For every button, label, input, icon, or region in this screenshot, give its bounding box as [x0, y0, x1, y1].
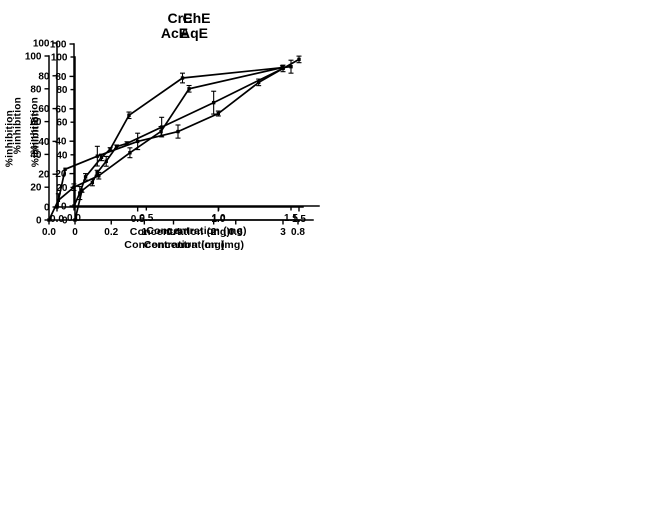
- data-point-markers: [73, 66, 285, 222]
- x-axis-label: Concentration (mg): [143, 239, 245, 251]
- svg-text:40: 40: [30, 150, 42, 161]
- chart-title: ChE: [182, 10, 211, 26]
- svg-text:0: 0: [44, 203, 50, 214]
- svg-text:1.0: 1.0: [212, 213, 226, 224]
- svg-text:0.2: 0.2: [104, 227, 118, 238]
- svg-text:60: 60: [55, 104, 67, 115]
- svg-text:60: 60: [56, 118, 68, 129]
- svg-text:20: 20: [38, 170, 50, 181]
- svg-text:60: 60: [38, 104, 50, 115]
- data-point-markers: [72, 64, 293, 208]
- data-series-line: [56, 58, 300, 208]
- tick-marks: [70, 56, 284, 225]
- svg-text:1.5: 1.5: [284, 213, 298, 224]
- plot-area: 0 20 40 60 80 100 0 1 2 3: [51, 53, 314, 239]
- svg-text:0: 0: [36, 216, 42, 227]
- svg-text:3: 3: [280, 227, 286, 238]
- axes: [56, 42, 304, 208]
- svg-text:0.0: 0.0: [42, 227, 56, 238]
- svg-text:100: 100: [50, 40, 67, 51]
- svg-text:0.4: 0.4: [167, 227, 181, 238]
- chart-title: CrE: [167, 10, 193, 26]
- x-axis-label: Concentration (mg): [129, 226, 231, 238]
- svg-text:0.8: 0.8: [291, 227, 305, 238]
- svg-text:80: 80: [56, 85, 68, 96]
- tick-labels: 0 20 40 60 80 100 0 1 2 3: [51, 53, 286, 239]
- svg-text:80: 80: [30, 84, 42, 95]
- data-series-line: [74, 67, 284, 221]
- svg-text:60: 60: [30, 117, 42, 128]
- svg-text:100: 100: [51, 53, 68, 64]
- svg-text:0.5: 0.5: [139, 213, 153, 224]
- chart-aqe: AqE %inhibition 0 20 40 60 80 100 0 1 2 3 Concent…: [0, 0, 331, 263]
- chart-title: AqE: [180, 25, 208, 41]
- svg-text:100: 100: [25, 52, 42, 63]
- error-bars: [79, 64, 286, 193]
- chart-title: AcE: [160, 25, 189, 41]
- x-axis-label: Concentration (mg): [124, 239, 225, 251]
- axes: [73, 43, 320, 207]
- svg-text:20: 20: [55, 169, 67, 180]
- x-axis-label: Concentration (mg): [146, 225, 247, 237]
- svg-text:40: 40: [55, 137, 67, 148]
- svg-text:40: 40: [38, 137, 50, 148]
- chart-ace: AcE %inhibition 0 20 40 60 80 100 0.0 0.2 0.4 0.6…: [0, 0, 331, 263]
- svg-text:80: 80: [38, 71, 50, 82]
- axes: [74, 56, 314, 221]
- svg-text:40: 40: [56, 150, 68, 161]
- data-series-line: [48, 66, 283, 221]
- svg-text:20: 20: [56, 183, 68, 194]
- svg-text:2: 2: [211, 227, 217, 238]
- svg-text:0.6: 0.6: [229, 227, 243, 238]
- svg-text:100: 100: [33, 39, 50, 50]
- svg-text:0: 0: [72, 227, 78, 238]
- svg-text:1: 1: [142, 227, 148, 238]
- svg-text:0: 0: [61, 202, 67, 213]
- svg-text:20: 20: [30, 183, 42, 194]
- svg-text:0: 0: [62, 216, 68, 227]
- svg-text:80: 80: [55, 72, 67, 83]
